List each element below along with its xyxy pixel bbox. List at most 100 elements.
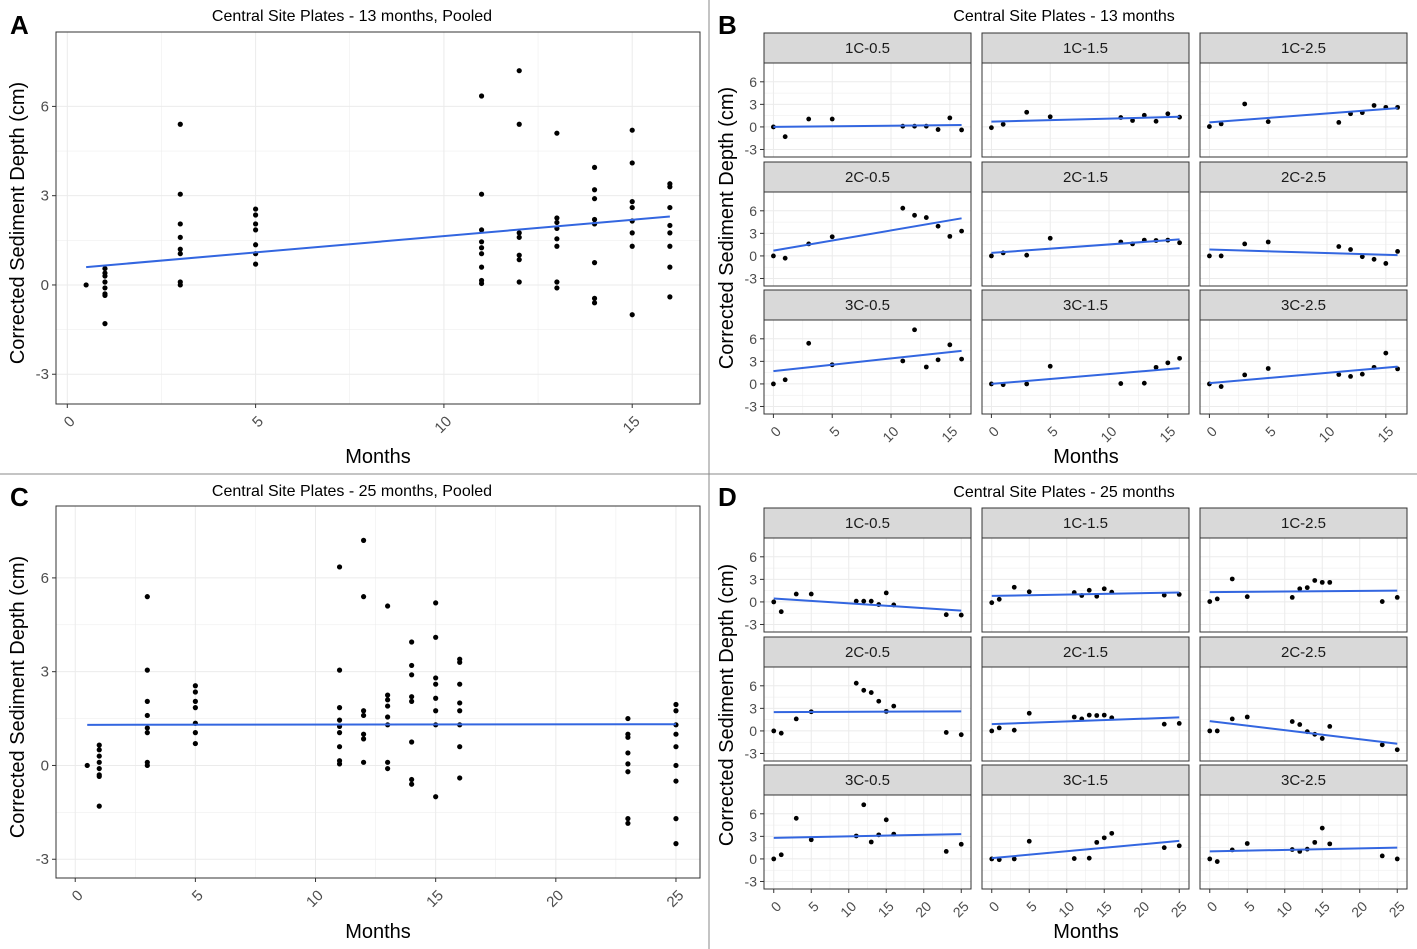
data-point <box>102 292 108 298</box>
data-point <box>1242 372 1248 378</box>
regression-line <box>773 217 962 252</box>
facet-strip-label: 2C-0.5 <box>845 644 890 661</box>
data-point <box>457 681 463 687</box>
data-point <box>782 134 788 140</box>
panel-d-facet-2C-2.5: 2C-2.5 <box>1199 636 1408 762</box>
data-point <box>923 364 929 370</box>
y-tick-label: 6 <box>41 98 49 115</box>
regression-line <box>1209 248 1398 257</box>
panel-b-facet-2C-0.5: -3 0 3 6 2C-0.5 <box>745 161 972 287</box>
data-point <box>253 221 259 227</box>
data-point <box>673 731 679 737</box>
x-tick-label: 10 <box>1315 423 1337 445</box>
panel-c-title: Central Site Plates - 25 months, Pooled <box>212 483 492 500</box>
data-point <box>457 708 463 714</box>
facet-strip-label: 3C-1.5 <box>1063 772 1108 789</box>
data-point <box>1297 586 1303 592</box>
data-point <box>409 672 415 678</box>
x-tick-label: 20 <box>912 898 934 920</box>
regression-line <box>87 723 676 726</box>
data-point <box>144 698 150 704</box>
plot-background <box>764 667 971 761</box>
facet-strip-label: 2C-0.5 <box>845 169 890 186</box>
data-point <box>1327 724 1333 729</box>
data-point <box>1327 579 1333 585</box>
data-point <box>516 68 522 74</box>
data-point <box>958 612 964 618</box>
data-point <box>947 115 953 121</box>
data-point <box>629 230 635 236</box>
regression-line <box>991 839 1180 860</box>
data-point <box>629 243 635 249</box>
x-tick-label: 0 <box>986 898 1003 915</box>
panel-d-facet-3C-1.5: 0 5 10 15 20 25 3C-1.5 <box>981 764 1190 920</box>
data-point <box>771 599 777 605</box>
panel-c-plot: 0 5 10 15 20 25 -3 0 3 6 <box>36 505 701 911</box>
data-point <box>336 730 343 736</box>
y-tick-label: 0 <box>749 119 757 135</box>
data-point <box>478 191 485 197</box>
data-point <box>554 243 560 249</box>
data-point <box>1011 727 1017 733</box>
regression-line <box>991 716 1180 726</box>
data-point <box>943 730 949 735</box>
x-tick-label: 0 <box>1203 423 1220 440</box>
data-point <box>1094 713 1100 718</box>
regression-line <box>991 367 1180 385</box>
data-point <box>1024 381 1030 387</box>
panel-b-facet-1C-2.5: 1C-2.5 <box>1199 32 1408 158</box>
data-point <box>457 775 463 781</box>
panel-b-facet-3C-0.5: 0 5 10 15 -3 0 3 6 3C-0.5 <box>745 289 972 445</box>
x-tick-label: 20 <box>1348 898 1370 920</box>
facet-strip-label: 1C-1.5 <box>1063 515 1108 532</box>
facet-strip <box>981 507 1190 539</box>
x-tick-label: 5 <box>1023 898 1040 915</box>
data-point <box>667 294 673 300</box>
panel-a-y-label: Corrected Sediment Depth (cm) <box>7 82 29 364</box>
data-point <box>1047 235 1053 241</box>
data-point <box>861 802 867 808</box>
regression-line <box>1209 107 1398 124</box>
data-point <box>806 340 812 346</box>
data-point <box>177 282 183 288</box>
data-point <box>144 667 150 673</box>
data-point <box>554 236 560 242</box>
y-tick-label: 6 <box>749 203 757 219</box>
panel-a-x-label: Months <box>345 446 411 468</box>
data-point <box>177 121 183 127</box>
regression-line <box>1209 589 1398 594</box>
data-point <box>96 759 102 765</box>
data-point <box>771 728 777 734</box>
x-tick-label: 15 <box>1374 423 1396 445</box>
data-point <box>1265 119 1271 125</box>
data-point <box>1109 830 1115 836</box>
data-point <box>793 815 799 821</box>
data-point <box>793 716 799 722</box>
y-tick-label: 0 <box>41 757 49 774</box>
data-point <box>1319 579 1325 585</box>
data-point <box>629 204 635 211</box>
data-point <box>1229 576 1235 582</box>
data-point <box>433 675 439 681</box>
x-tick-label: 0 <box>69 887 87 905</box>
panel-label-d: D <box>718 482 737 512</box>
y-tick-label: 6 <box>749 678 757 694</box>
data-point <box>1176 843 1182 849</box>
y-tick-label: 0 <box>749 594 757 610</box>
facet-strip <box>981 32 1190 64</box>
data-point <box>1165 111 1171 117</box>
data-point <box>360 731 367 737</box>
panel-d-facet-1C-0.5: -3 0 3 6 1C-0.5 <box>745 507 972 633</box>
data-point <box>96 747 102 753</box>
facet-strip <box>1199 32 1408 64</box>
x-tick-label: 15 <box>938 423 960 445</box>
data-point <box>1094 593 1100 599</box>
panel-d-facet-1C-1.5: 1C-1.5 <box>981 507 1190 633</box>
data-point <box>177 191 183 197</box>
data-point <box>778 609 784 615</box>
data-point <box>144 762 150 769</box>
data-point <box>144 730 150 736</box>
data-point <box>1047 363 1053 369</box>
x-tick-label: 10 <box>879 423 901 445</box>
data-point <box>253 206 259 212</box>
